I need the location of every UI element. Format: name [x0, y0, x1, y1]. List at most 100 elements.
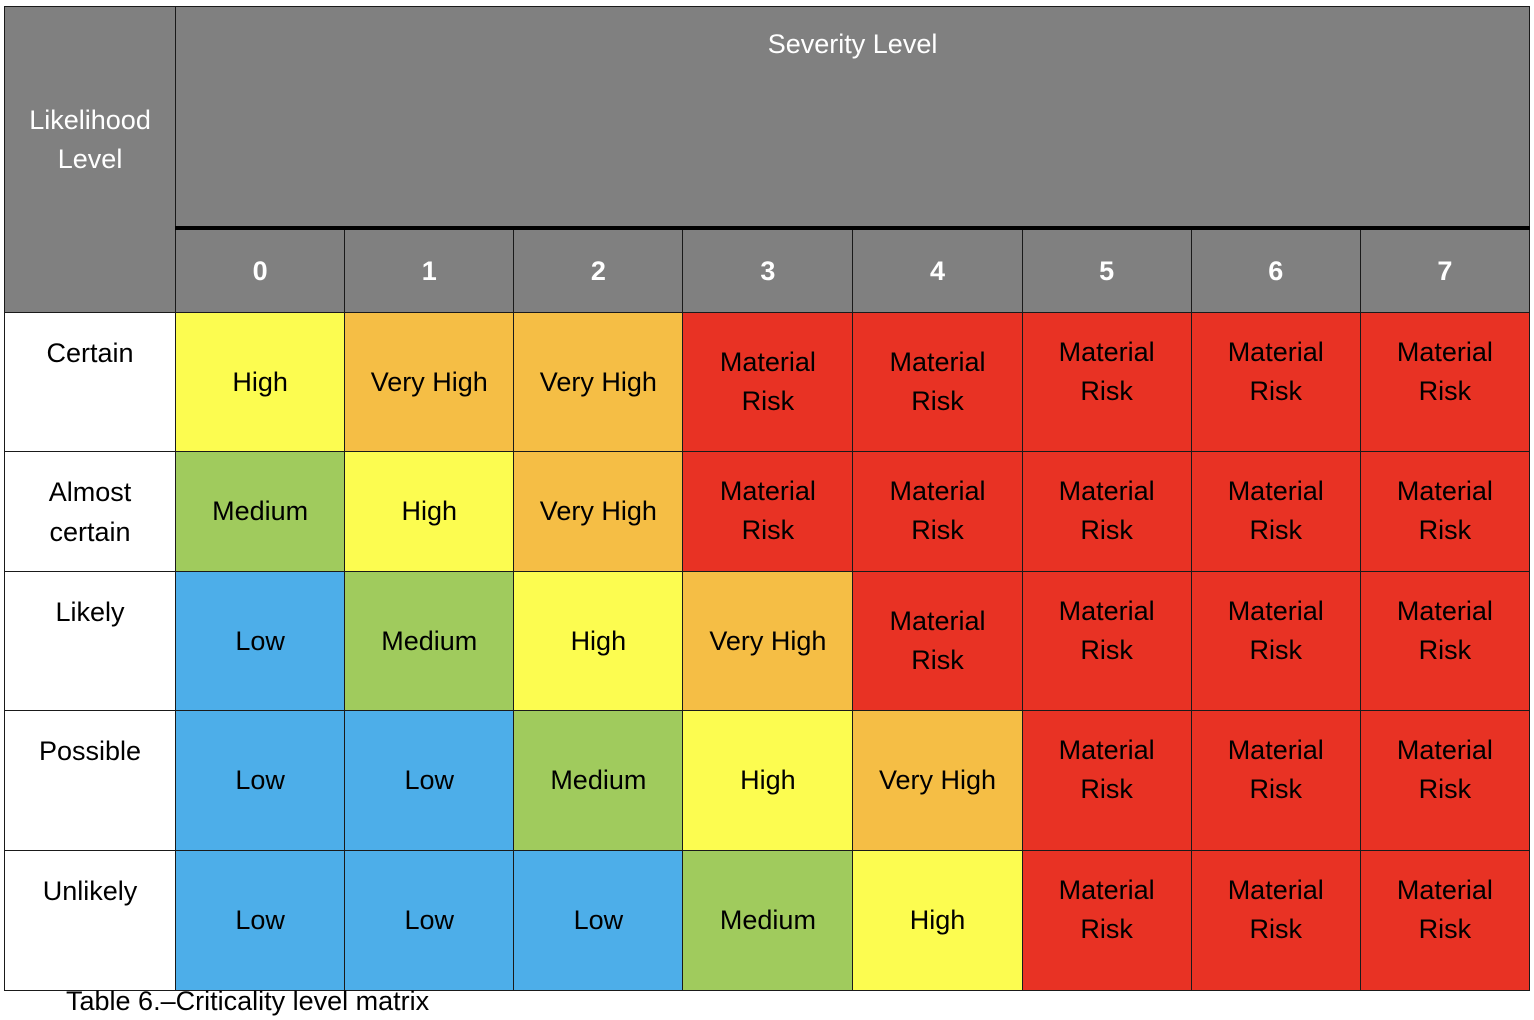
criticality-cell-text: Very High — [878, 765, 997, 795]
criticality-cell: Material Risk — [1190, 850, 1361, 991]
criticality-cell: Material Risk — [1021, 850, 1192, 991]
criticality-cell: Material Risk — [1021, 571, 1192, 711]
criticality-cell-text: High — [401, 496, 457, 526]
criticality-cell: Material Risk — [1359, 850, 1531, 991]
criticality-cell-text: Low — [235, 765, 285, 795]
severity-level-3: 3 — [682, 227, 854, 313]
criticality-cell: Very High — [344, 312, 515, 452]
criticality-cell: Material Risk — [852, 312, 1023, 452]
criticality-cell-text: Material Risk — [889, 476, 986, 545]
criticality-cell-text: Material Risk — [1396, 476, 1493, 545]
criticality-cell: Very High — [682, 571, 854, 711]
criticality-cell: Material Risk — [1359, 571, 1531, 711]
criticality-cell-text: Material Risk — [1227, 735, 1324, 804]
criticality-cell: Material Risk — [1190, 710, 1361, 851]
criticality-cell: Material Risk — [852, 571, 1023, 711]
criticality-cell: Material Risk — [1021, 710, 1192, 851]
likelihood-label-line: Certain — [46, 338, 134, 368]
severity-level-6: 6 — [1190, 227, 1361, 313]
criticality-cell-text: Material Risk — [719, 476, 816, 545]
criticality-cell-text: Very High — [709, 625, 827, 656]
criticality-cell-text: Material Risk — [889, 606, 986, 675]
likelihood-row-label: Certain — [3, 312, 177, 452]
criticality-cell: Medium — [175, 451, 346, 572]
criticality-cell-text: Medium — [212, 496, 309, 526]
header-row-severity: Likelihood Level Severity Level — [3, 6, 1530, 313]
criticality-cell-text: Low — [235, 905, 285, 935]
criticality-cell: Material Risk — [1190, 451, 1361, 572]
likelihood-row-label: Possible — [3, 710, 177, 851]
likelihood-row: Likely Low Medium High Very High Material Ris… — [3, 571, 1531, 711]
criticality-cell-text: Material Risk — [1227, 476, 1324, 545]
criticality-cell-text: Material Risk — [719, 347, 816, 416]
criticality-cell: Low — [175, 710, 346, 851]
criticality-cell-text: Material Risk — [1058, 735, 1155, 804]
criticality-cell-text: Very High — [539, 496, 657, 526]
criticality-cell: Low — [513, 850, 684, 991]
likelihood-row-label: Almost certain — [3, 451, 177, 572]
criticality-cell-text: Material Risk — [1227, 875, 1324, 944]
criticality-cell-text: Material Risk — [889, 347, 986, 416]
criticality-cell: High — [175, 312, 346, 452]
criticality-cell: Material Risk — [1359, 451, 1531, 572]
likelihood-label-line: Almost — [48, 477, 132, 507]
criticality-cell-text: Material Risk — [1396, 735, 1493, 804]
criticality-cell: High — [513, 571, 684, 711]
header-row-severity-numbers: 0 1 2 3 4 5 6 7 — [5, 227, 1531, 313]
likelihood-row: Certain High Very High Very High Material Ri… — [3, 312, 1531, 452]
criticality-cell-text: High — [909, 905, 966, 935]
likelihood-label-line: certain — [49, 517, 131, 547]
criticality-cell-text: High — [232, 366, 288, 397]
severity-level-0: 0 — [175, 227, 346, 313]
matrix-body: Certain High Very High Very High Material Ri… — [3, 312, 1531, 991]
likelihood-row-label: Likely — [3, 571, 177, 711]
criticality-cell: Low — [344, 850, 515, 991]
criticality-cell-text: Material Risk — [1227, 337, 1324, 406]
severity-level-7: 7 — [1359, 227, 1531, 313]
criticality-cell: Material Risk — [852, 451, 1023, 572]
criticality-cell-text: Material Risk — [1058, 476, 1155, 545]
severity-level-5: 5 — [1021, 227, 1192, 313]
criticality-cell: Material Risk — [1359, 312, 1531, 452]
criticality-cell-text: Material Risk — [1058, 337, 1155, 406]
criticality-cell: High — [344, 451, 515, 572]
likelihood-row-label: Unlikely — [3, 850, 177, 991]
criticality-cell: Very High — [513, 312, 684, 452]
criticality-cell-text: Material Risk — [1396, 875, 1493, 944]
likelihood-label-line: Possible — [39, 736, 142, 766]
likelihood-row: Unlikely Low Low Low Medium High Material Risk… — [3, 850, 1531, 991]
table-caption: Table 6.–Criticality level matrix — [66, 986, 430, 1016]
likelihood-level-header: Likelihood Level — [3, 6, 177, 313]
criticality-cell: Medium — [513, 710, 684, 851]
criticality-cell-text: Very High — [370, 366, 488, 397]
criticality-cell-text: Low — [404, 765, 454, 795]
severity-level-2: 2 — [513, 227, 684, 313]
criticality-cell-text: Low — [235, 625, 285, 656]
criticality-cell: Medium — [344, 571, 515, 711]
likelihood-label-line: Likely — [55, 597, 125, 627]
criticality-cell-text: Material Risk — [1396, 337, 1493, 406]
likelihood-header-line-1: Likelihood — [29, 104, 151, 135]
criticality-cell: Material Risk — [1359, 710, 1531, 851]
criticality-cell: Material Risk — [682, 451, 854, 572]
criticality-cell-text: Medium — [381, 625, 478, 656]
likelihood-row: Almost certain Medium High Very High Material… — [3, 451, 1531, 572]
criticality-matrix-table: Likelihood Level Severity Level 0 1 2 3 … — [3, 6, 1531, 991]
criticality-cell-text: Medium — [550, 765, 647, 795]
criticality-cell: High — [852, 850, 1023, 991]
criticality-cell: Material Risk — [1021, 312, 1192, 452]
criticality-cell-text: High — [570, 625, 627, 656]
criticality-cell-text: Very High — [539, 366, 657, 397]
severity-level-1: 1 — [344, 227, 515, 313]
criticality-cell-text: Low — [573, 905, 624, 935]
criticality-cell: Very High — [513, 451, 684, 572]
criticality-cell: High — [682, 710, 854, 851]
criticality-cell-text: Material Risk — [1058, 596, 1155, 665]
criticality-cell-text: Low — [404, 905, 454, 935]
criticality-cell-text: High — [740, 765, 796, 795]
severity-level-4: 4 — [852, 227, 1023, 313]
criticality-cell: Medium — [682, 850, 854, 991]
criticality-cell: Low — [344, 710, 515, 851]
criticality-cell-text: Material Risk — [1058, 875, 1155, 944]
criticality-cell: Material Risk — [1021, 451, 1192, 572]
